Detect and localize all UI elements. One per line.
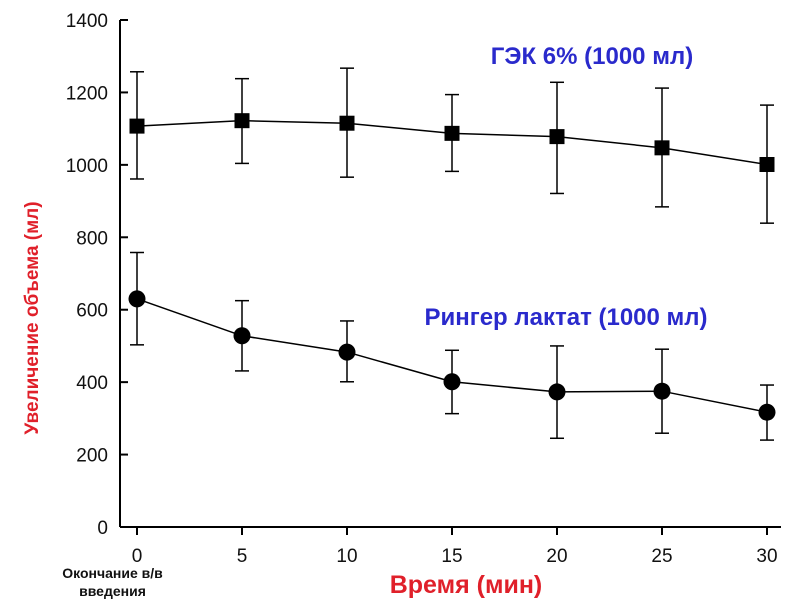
- axes: [119, 20, 781, 528]
- y-tick-label: 1400: [66, 11, 108, 32]
- x-tick-label: 10: [336, 546, 357, 567]
- y-tick-label: 800: [76, 228, 108, 249]
- data-point-circle: [233, 327, 251, 345]
- y-tick-label: 600: [76, 301, 108, 322]
- x-tick-label: 30: [756, 546, 777, 567]
- x-tick-label: 5: [237, 546, 248, 567]
- y-tick-label: 0: [97, 518, 108, 539]
- x-axis-title: Время (мин): [390, 571, 543, 599]
- data-point-square: [129, 118, 145, 134]
- data-point-square: [654, 140, 670, 156]
- data-point-circle: [128, 290, 146, 308]
- x-tick-label: 20: [546, 546, 567, 567]
- y-tick-label: 400: [76, 373, 108, 394]
- x-tick-label: 0: [132, 546, 143, 567]
- x-zero-note: Окончание в/в введения: [62, 565, 163, 599]
- x-tick-label: 25: [651, 546, 672, 567]
- data-point-circle: [548, 383, 566, 401]
- data-point-square: [444, 125, 460, 141]
- data-point-circle: [758, 403, 776, 421]
- y-ticks: 0 200 400 600 800 1000 1200 1400: [66, 11, 128, 539]
- y-axis-title: Увеличение объема (мл): [22, 201, 43, 434]
- data-point-square: [549, 129, 565, 145]
- series-0: [129, 67, 775, 224]
- data-point-circle: [338, 343, 356, 361]
- x-tick-label: 15: [441, 546, 462, 567]
- data-point-square: [234, 113, 250, 129]
- data-point-square: [759, 156, 775, 172]
- y-tick-label: 1000: [66, 156, 108, 177]
- x-ticks: 0 5 10 15 20 25 30: [132, 527, 778, 567]
- y-tick-label: 1200: [66, 83, 108, 104]
- series-label-hes: ГЭК 6% (1000 мл): [491, 43, 693, 70]
- series-1: [128, 251, 776, 441]
- series-label-ringer: Рингер лактат (1000 мл): [424, 304, 707, 331]
- plot-area: [128, 67, 776, 441]
- data-point-circle: [653, 382, 671, 400]
- data-point-square: [339, 115, 355, 131]
- y-tick-label: 200: [76, 446, 108, 467]
- data-point-circle: [443, 373, 461, 391]
- x-zero-note-wrap: Окончание в/в введения: [62, 565, 163, 599]
